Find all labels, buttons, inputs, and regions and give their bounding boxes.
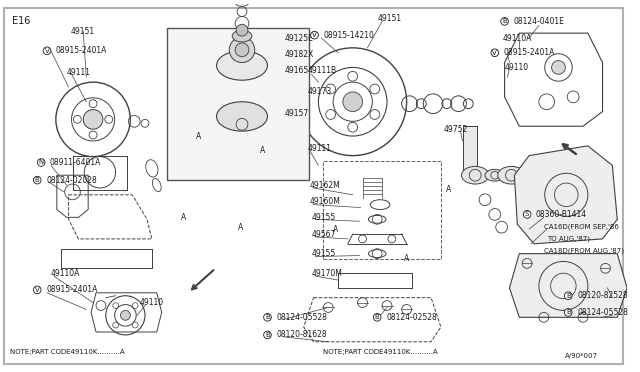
Text: 08120-81628: 08120-81628 bbox=[276, 330, 327, 339]
Text: NOTE;PART CODE49110K..........A: NOTE;PART CODE49110K..........A bbox=[323, 349, 438, 355]
Text: 49162M: 49162M bbox=[310, 180, 340, 189]
Text: B: B bbox=[566, 293, 571, 299]
Text: B: B bbox=[265, 314, 270, 320]
Text: A: A bbox=[196, 132, 201, 141]
Circle shape bbox=[552, 61, 565, 74]
Text: V: V bbox=[312, 32, 317, 38]
Circle shape bbox=[120, 310, 131, 320]
Text: N: N bbox=[38, 160, 44, 166]
Ellipse shape bbox=[485, 169, 504, 181]
Text: 49160M: 49160M bbox=[310, 197, 340, 206]
Text: B: B bbox=[375, 314, 380, 320]
Text: 08124-05528: 08124-05528 bbox=[276, 313, 327, 322]
Text: CA16D(FROM SEP,'86: CA16D(FROM SEP,'86 bbox=[544, 224, 619, 230]
Ellipse shape bbox=[216, 51, 268, 80]
Text: A: A bbox=[260, 146, 265, 155]
Text: 49170M: 49170M bbox=[312, 269, 342, 278]
Text: 49151: 49151 bbox=[70, 27, 95, 36]
Text: 49110: 49110 bbox=[140, 298, 164, 307]
Text: 08124-02028: 08124-02028 bbox=[46, 176, 97, 185]
Circle shape bbox=[229, 37, 255, 62]
Text: V: V bbox=[35, 287, 40, 293]
Text: A/90*007: A/90*007 bbox=[564, 353, 598, 359]
Text: 49567: 49567 bbox=[312, 230, 336, 238]
Text: 08915-2401A: 08915-2401A bbox=[46, 285, 97, 294]
Text: 49110A: 49110A bbox=[502, 33, 532, 42]
Text: 49110A: 49110A bbox=[51, 269, 81, 278]
Circle shape bbox=[236, 24, 248, 36]
Bar bbox=[166, 28, 308, 180]
Text: V: V bbox=[45, 48, 49, 54]
Text: A: A bbox=[446, 185, 451, 195]
Text: 08915-2401A: 08915-2401A bbox=[504, 48, 555, 57]
Text: 08911-6401A: 08911-6401A bbox=[50, 158, 101, 167]
Polygon shape bbox=[509, 254, 627, 317]
Text: A: A bbox=[238, 223, 243, 232]
Ellipse shape bbox=[216, 102, 268, 131]
Text: 49111: 49111 bbox=[67, 68, 91, 77]
Text: A: A bbox=[181, 213, 186, 222]
Circle shape bbox=[235, 43, 249, 57]
Text: 49157: 49157 bbox=[285, 109, 309, 118]
Text: 49182X: 49182X bbox=[285, 50, 314, 59]
Text: B: B bbox=[265, 332, 270, 338]
Text: 49111B: 49111B bbox=[308, 66, 337, 75]
Text: B: B bbox=[566, 310, 571, 315]
Text: 08120-82528: 08120-82528 bbox=[577, 291, 628, 300]
Bar bbox=[463, 126, 477, 170]
Text: A: A bbox=[404, 254, 409, 263]
Text: E16: E16 bbox=[12, 16, 30, 26]
Text: A: A bbox=[333, 225, 339, 234]
Text: 49111: 49111 bbox=[308, 144, 332, 153]
Text: 08360-B1414: 08360-B1414 bbox=[536, 210, 587, 219]
Text: 49165: 49165 bbox=[285, 66, 309, 75]
Text: NOTE;PART CODE49110K..........A: NOTE;PART CODE49110K..........A bbox=[10, 349, 124, 355]
Text: 08915-2401A: 08915-2401A bbox=[56, 46, 108, 55]
Text: 49752: 49752 bbox=[444, 125, 468, 134]
Text: 08915-14210: 08915-14210 bbox=[323, 31, 374, 39]
Text: 49155: 49155 bbox=[312, 249, 336, 258]
Text: 08124-02528: 08124-02528 bbox=[386, 313, 436, 322]
Text: S: S bbox=[525, 211, 529, 217]
Ellipse shape bbox=[498, 166, 525, 184]
Text: V: V bbox=[492, 50, 497, 56]
Text: 49173: 49173 bbox=[308, 87, 332, 96]
Text: B: B bbox=[35, 177, 40, 183]
Text: B: B bbox=[502, 18, 507, 25]
Text: 08124-0401E: 08124-0401E bbox=[513, 17, 564, 26]
Text: 49110: 49110 bbox=[504, 63, 529, 72]
Text: 49151: 49151 bbox=[377, 14, 401, 23]
Text: CA18D(FROM AUG,'87): CA18D(FROM AUG,'87) bbox=[544, 247, 624, 254]
Polygon shape bbox=[515, 146, 617, 244]
Text: TO AUG,'87): TO AUG,'87) bbox=[547, 235, 589, 242]
Text: 49125E: 49125E bbox=[285, 33, 314, 42]
Circle shape bbox=[83, 110, 103, 129]
Bar bbox=[323, 161, 441, 259]
Text: 49155: 49155 bbox=[312, 213, 336, 222]
Ellipse shape bbox=[232, 30, 252, 42]
Text: 08124-05528: 08124-05528 bbox=[577, 308, 628, 317]
Ellipse shape bbox=[461, 166, 489, 184]
Circle shape bbox=[343, 92, 362, 112]
